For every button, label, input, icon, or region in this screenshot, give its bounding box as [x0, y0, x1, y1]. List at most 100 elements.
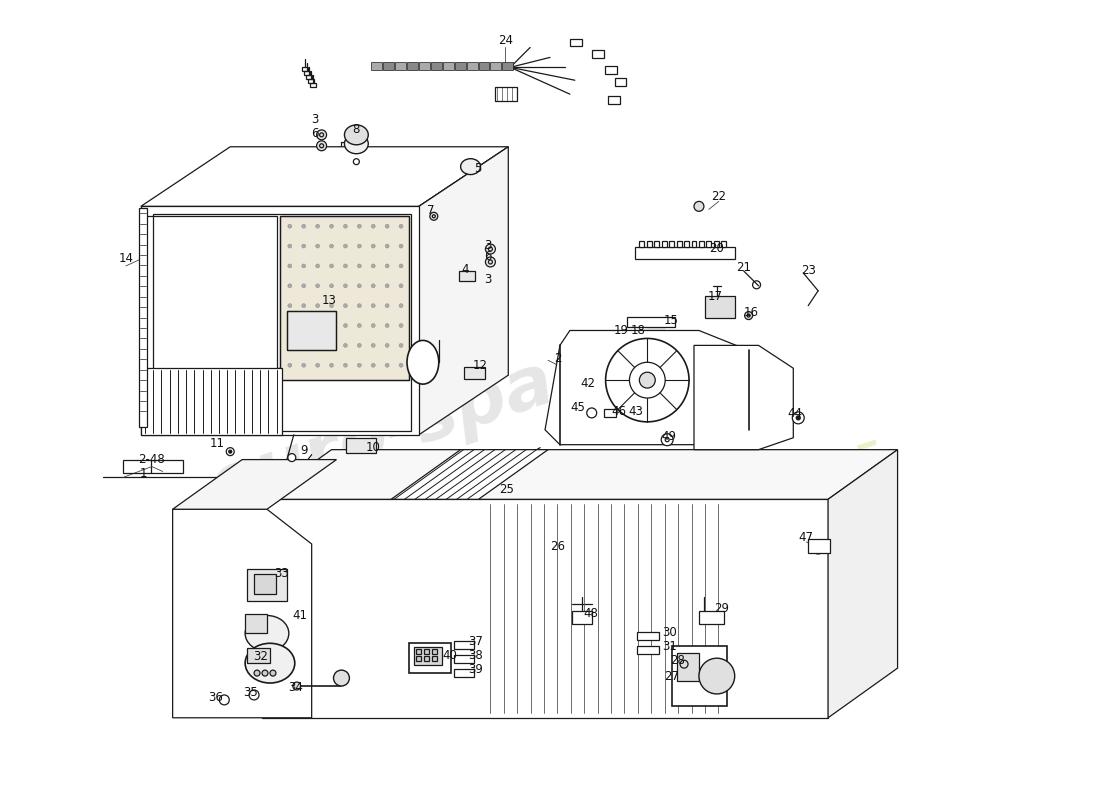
Bar [615, 78, 627, 86]
Bar [605, 66, 616, 74]
Circle shape [343, 284, 348, 288]
Text: 11: 11 [210, 437, 224, 450]
Text: 38: 38 [469, 649, 483, 662]
Circle shape [301, 224, 306, 228]
Text: 27: 27 [663, 670, 679, 682]
Circle shape [694, 202, 704, 211]
Circle shape [385, 343, 389, 347]
Circle shape [229, 450, 232, 453]
Bar [372, 62, 382, 70]
Bar [431, 62, 442, 70]
Circle shape [316, 323, 320, 327]
Circle shape [792, 412, 804, 424]
Circle shape [485, 244, 495, 254]
Text: 9: 9 [300, 444, 308, 457]
Text: 32: 32 [254, 650, 268, 662]
Text: 21: 21 [736, 262, 751, 274]
Bar [245, 614, 267, 634]
Circle shape [301, 343, 306, 347]
Circle shape [385, 284, 389, 288]
Circle shape [343, 343, 348, 347]
Bar [459, 271, 474, 281]
Text: a part: a part [135, 245, 292, 333]
Circle shape [399, 284, 403, 288]
Text: euro-spares: euro-spares [200, 308, 684, 524]
Circle shape [343, 304, 348, 308]
Bar [453, 642, 473, 650]
Text: 31: 31 [662, 640, 676, 653]
Circle shape [621, 330, 628, 337]
Circle shape [330, 343, 333, 347]
Circle shape [372, 304, 375, 308]
Bar [346, 135, 366, 153]
Bar [432, 656, 437, 661]
Bar [254, 574, 276, 594]
Bar [639, 241, 645, 247]
Text: 30: 30 [662, 626, 676, 639]
Circle shape [399, 304, 403, 308]
Bar [306, 75, 311, 79]
Bar [454, 62, 465, 70]
Text: 46: 46 [610, 406, 626, 418]
Bar [669, 241, 674, 247]
Circle shape [399, 323, 403, 327]
Bar [383, 62, 394, 70]
Text: 13: 13 [322, 294, 337, 307]
Text: 49: 49 [662, 430, 676, 443]
Bar [607, 96, 619, 104]
Circle shape [330, 363, 333, 367]
Circle shape [358, 323, 361, 327]
Bar [416, 656, 421, 661]
Ellipse shape [461, 158, 481, 174]
Bar [310, 83, 316, 87]
Text: 1: 1 [140, 467, 147, 480]
Text: 42: 42 [580, 377, 595, 390]
Polygon shape [694, 346, 793, 450]
Circle shape [270, 670, 276, 676]
Circle shape [358, 244, 361, 248]
Polygon shape [279, 216, 409, 380]
Circle shape [301, 323, 306, 327]
Ellipse shape [698, 658, 735, 694]
Bar [301, 67, 308, 71]
Bar [636, 247, 735, 259]
Text: since 1985: since 1985 [637, 437, 890, 554]
Text: 22: 22 [712, 190, 726, 203]
Bar [714, 241, 718, 247]
Circle shape [301, 284, 306, 288]
Text: 37: 37 [469, 635, 483, 648]
Circle shape [385, 323, 389, 327]
Circle shape [385, 244, 389, 248]
Text: 10: 10 [366, 441, 381, 454]
Bar [722, 241, 726, 247]
Circle shape [316, 363, 320, 367]
Circle shape [316, 284, 320, 288]
Bar [592, 50, 604, 58]
Circle shape [317, 130, 327, 140]
Circle shape [372, 363, 375, 367]
Bar [491, 62, 502, 70]
Circle shape [485, 257, 495, 267]
Text: 24: 24 [498, 34, 513, 47]
Text: 8: 8 [353, 123, 360, 136]
Circle shape [343, 244, 348, 248]
Bar [304, 71, 310, 75]
Text: 4: 4 [462, 263, 470, 277]
Circle shape [639, 372, 656, 388]
Polygon shape [828, 450, 898, 718]
Polygon shape [544, 330, 749, 445]
Bar [416, 650, 421, 654]
Text: 14: 14 [119, 253, 133, 266]
Ellipse shape [245, 643, 295, 683]
Bar [419, 62, 430, 70]
Bar [424, 656, 429, 661]
Circle shape [288, 304, 292, 308]
Bar [442, 62, 453, 70]
Circle shape [399, 264, 403, 268]
Circle shape [358, 224, 361, 228]
Polygon shape [145, 216, 277, 430]
Circle shape [301, 244, 306, 248]
Bar [466, 62, 477, 70]
Circle shape [254, 670, 260, 676]
Text: 18: 18 [631, 324, 646, 337]
